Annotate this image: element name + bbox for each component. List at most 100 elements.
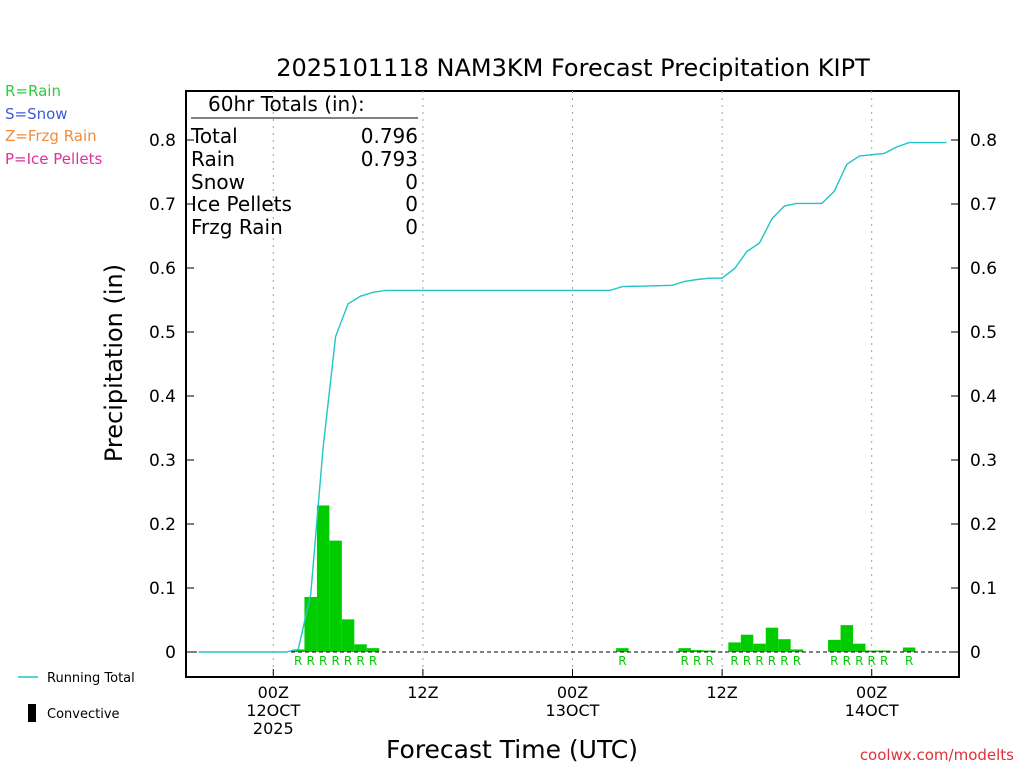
y-tick-label-right: 0.5 bbox=[970, 323, 997, 343]
precip-type-label: R bbox=[768, 654, 776, 668]
precip-bar bbox=[865, 650, 878, 652]
precip-type-label: R bbox=[693, 654, 701, 668]
precip-bar bbox=[902, 647, 916, 652]
precip-type-label: R bbox=[705, 654, 713, 668]
totals-label-snow: Snow bbox=[191, 170, 245, 194]
totals-value-ice-pellets: 0 bbox=[405, 192, 418, 216]
y-tick-label-left: 0.4 bbox=[149, 387, 176, 407]
totals-box: 60hr Totals (in): Total 0.796 Rain 0.793… bbox=[190, 92, 418, 239]
x-tick-label: 13OCT bbox=[546, 701, 600, 720]
totals-label-total: Total bbox=[190, 124, 238, 148]
precip-bar bbox=[316, 505, 330, 652]
precip-bar bbox=[329, 540, 342, 652]
precip-bar bbox=[341, 619, 355, 652]
precip-bar bbox=[765, 627, 779, 652]
legend-ice-pellets: P=Ice Pellets bbox=[5, 150, 102, 168]
precip-type-label: R bbox=[843, 654, 851, 668]
y-tick-label-right: 0.8 bbox=[970, 131, 997, 151]
precip-bar bbox=[291, 649, 305, 652]
precip-type-label: R bbox=[344, 654, 352, 668]
x-tick-label: 12Z bbox=[407, 683, 438, 702]
totals-value-freezing-rain: 0 bbox=[405, 215, 418, 239]
x-axis-label: Forecast Time (UTC) bbox=[386, 735, 638, 764]
y-tick-label-left: 0 bbox=[165, 643, 176, 663]
precip-bar bbox=[366, 648, 380, 652]
y-tick-label-right: 0.6 bbox=[970, 259, 997, 279]
series-legend: Running Total Convective bbox=[18, 671, 135, 722]
precip-bar bbox=[616, 648, 629, 652]
vertical-gridlines bbox=[272, 91, 873, 677]
running-total-line bbox=[198, 141, 947, 653]
precip-type-label: R bbox=[618, 654, 626, 668]
precip-type-label: R bbox=[319, 654, 327, 668]
y-axis-label: Precipitation (in) bbox=[100, 264, 128, 462]
precip-bar bbox=[703, 650, 716, 652]
precip-type-label: R bbox=[780, 654, 788, 668]
precip-bar bbox=[304, 596, 317, 652]
precip-bar bbox=[740, 634, 754, 652]
precip-type-label: R bbox=[369, 654, 377, 668]
precip-bar bbox=[840, 625, 854, 652]
precip-type-label: R bbox=[681, 654, 689, 668]
y-tick-label-left: 0.8 bbox=[149, 131, 176, 151]
precip-bar bbox=[877, 650, 891, 652]
precip-type-legend: R=Rain S=Snow Z=Frzg Rain P=Ice Pellets bbox=[5, 82, 102, 168]
precip-type-label: R bbox=[880, 654, 888, 668]
legend-snow: S=Snow bbox=[5, 105, 68, 123]
precip-type-label: R bbox=[793, 654, 801, 668]
precip-type-label: R bbox=[830, 654, 838, 668]
precip-type-label: R bbox=[868, 654, 876, 668]
totals-label-freezing-rain: Frzg Rain bbox=[191, 215, 283, 239]
y-tick-label-left: 0.5 bbox=[149, 323, 176, 343]
precip-type-label: R bbox=[307, 654, 315, 668]
y-tick-label-right: 0.2 bbox=[970, 515, 997, 535]
y-tick-label-right: 0 bbox=[970, 643, 981, 663]
totals-value-rain: 0.793 bbox=[361, 147, 418, 171]
totals-value-snow: 0 bbox=[405, 170, 418, 194]
precip-type-label: R bbox=[331, 654, 339, 668]
precip-type-label: R bbox=[855, 654, 863, 668]
legend-rain: R=Rain bbox=[5, 82, 61, 100]
x-tick-label: 14OCT bbox=[845, 701, 899, 720]
precip-bar bbox=[728, 642, 741, 652]
precip-bar bbox=[790, 649, 804, 652]
precip-type-label: R bbox=[730, 654, 738, 668]
x-tick-label: 00Z bbox=[258, 683, 289, 702]
x-tick-label: 12OCT bbox=[246, 701, 300, 720]
precip-bar bbox=[778, 639, 791, 652]
y-tick-label-left: 0.2 bbox=[149, 515, 176, 535]
precip-bar bbox=[753, 643, 766, 652]
x-tick-label: 00Z bbox=[856, 683, 887, 702]
precip-type-label: R bbox=[905, 654, 913, 668]
chart-title: 2025101118 NAM3KM Forecast Precipitation… bbox=[276, 54, 870, 82]
precip-type-label: R bbox=[755, 654, 763, 668]
legend-freezing-rain: Z=Frzg Rain bbox=[5, 127, 97, 145]
precip-bar bbox=[690, 650, 704, 652]
precip-type-label: R bbox=[743, 654, 751, 668]
precip-bar bbox=[853, 643, 866, 652]
y-tick-label-right: 0.3 bbox=[970, 451, 997, 471]
y-tick-label-left: 0.7 bbox=[149, 195, 176, 215]
y-tick-label-left: 0.1 bbox=[149, 579, 176, 599]
totals-heading: 60hr Totals (in): bbox=[208, 92, 365, 116]
totals-label-rain: Rain bbox=[191, 147, 235, 171]
precip-bar bbox=[354, 644, 367, 652]
convective-legend-swatch bbox=[28, 704, 36, 722]
hourly-precip-bars bbox=[291, 505, 916, 652]
x-tick-label: 00Z bbox=[557, 683, 588, 702]
precip-type-label: R bbox=[356, 654, 364, 668]
convective-legend-label: Convective bbox=[47, 707, 120, 722]
y-tick-label-right: 0.7 bbox=[970, 195, 997, 215]
precip-bar bbox=[828, 639, 841, 652]
running-total-legend-label: Running Total bbox=[47, 671, 135, 686]
watermark: coolwx.com/modelts bbox=[860, 746, 1014, 764]
y-tick-label-right: 0.4 bbox=[970, 387, 997, 407]
x-tick-label: 12Z bbox=[706, 683, 737, 702]
y-tick-label-left: 0.3 bbox=[149, 451, 176, 471]
y-tick-label-left: 0.6 bbox=[149, 259, 176, 279]
x-tick-label: 2025 bbox=[253, 719, 294, 738]
y-tick-label-right: 0.1 bbox=[970, 579, 997, 599]
